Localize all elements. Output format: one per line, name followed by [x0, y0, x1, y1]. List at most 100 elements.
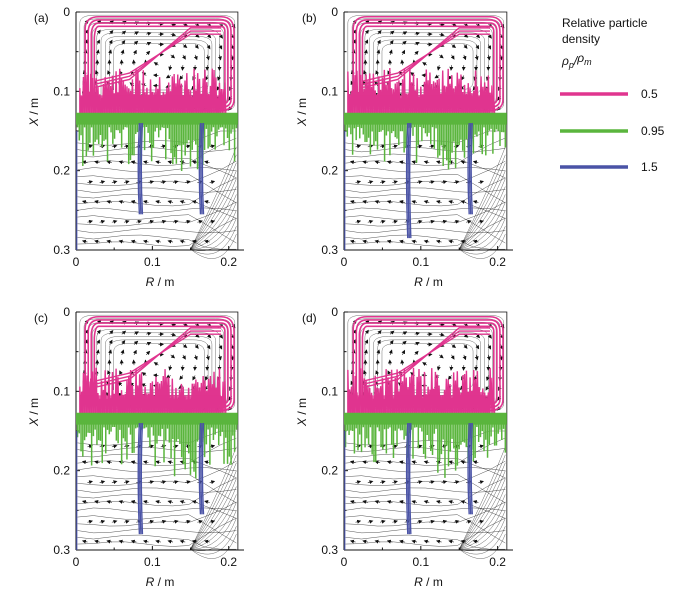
velocity-arrow — [441, 219, 448, 224]
streamline — [77, 474, 237, 503]
particle-band-0.5 — [347, 95, 490, 116]
panel-1: (a) 00.10.20.30 0.1 0.2R / mX / m — [27, 5, 244, 289]
velocity-arrow — [148, 519, 155, 524]
velocity-arrow — [367, 519, 374, 524]
legend-ratio-part: / — [573, 54, 579, 68]
velocity-arrow — [185, 219, 191, 224]
particle-track-1.5 — [200, 123, 203, 215]
particle-track-0.5 — [363, 333, 490, 382]
y-tick-label: 0.1 — [321, 384, 338, 398]
streamline — [109, 339, 209, 393]
velocity-arrow — [204, 539, 210, 544]
y-tick-label: 0 — [63, 5, 70, 19]
velocity-arrow — [191, 239, 198, 244]
velocity-arrow — [217, 54, 222, 61]
y-tick-label: 0.3 — [321, 543, 338, 557]
velocity-arrow — [399, 160, 405, 165]
velocity-arrow — [142, 460, 149, 465]
velocity-arrow — [435, 239, 442, 244]
velocity-arrow — [197, 219, 203, 224]
y-tick-label: 0 — [331, 5, 338, 19]
y-tick-label: 0.1 — [321, 84, 338, 98]
y-tick-label: 0 — [331, 305, 338, 319]
velocity-arrow — [130, 239, 137, 244]
velocity-arrow — [109, 29, 114, 35]
particles-1.5 — [76, 123, 205, 250]
velocity-arrow — [485, 375, 490, 381]
velocity-arrow — [148, 144, 155, 149]
particle-track-1.5 — [407, 123, 410, 239]
streamline — [459, 202, 506, 250]
velocity-arrow — [478, 219, 485, 224]
velocity-arrow — [402, 40, 407, 45]
particle-track-0.5 — [84, 15, 235, 112]
velocity-arrow — [170, 332, 177, 337]
velocity-arrow — [107, 370, 111, 376]
velocity-arrow — [423, 239, 430, 244]
velocity-arrow — [439, 54, 444, 59]
velocity-arrow — [374, 500, 381, 504]
x-axis-unit: / m — [154, 275, 174, 289]
velocity-arrow — [460, 539, 467, 544]
streamline — [345, 153, 506, 179]
velocity-arrow — [106, 239, 112, 244]
velocity-arrow — [349, 460, 356, 465]
velocity-arrow — [118, 381, 123, 386]
velocity-arrow — [194, 344, 199, 349]
particles-0.5 — [347, 15, 504, 116]
velocity-arrow — [367, 219, 374, 224]
velocity-arrow — [389, 30, 395, 35]
particles-0.95 — [76, 112, 238, 171]
velocity-arrow — [179, 200, 186, 204]
velocity-arrow — [441, 519, 448, 524]
velocity-arrow — [94, 239, 100, 244]
velocity-arrow — [81, 460, 88, 465]
velocity-arrow — [364, 329, 369, 335]
velocity-arrow — [155, 200, 161, 204]
velocity-arrow — [141, 383, 147, 388]
particle-track-0.95 — [76, 423, 238, 479]
velocity-arrow — [349, 160, 356, 165]
velocity-arrow — [170, 322, 177, 327]
velocity-arrow — [153, 362, 159, 366]
velocity-arrow — [81, 239, 88, 244]
streamline — [77, 514, 237, 544]
velocity-arrow — [94, 200, 100, 204]
velocity-arrow — [121, 330, 127, 335]
velocity-arrow — [172, 519, 179, 524]
velocity-arrow — [99, 480, 106, 485]
velocity-arrow — [472, 160, 479, 165]
streamline — [77, 487, 237, 493]
velocity-arrow — [460, 500, 467, 504]
velocity-arrow — [81, 500, 88, 504]
particle-track-0.5 — [94, 333, 222, 382]
velocity-arrow — [362, 539, 368, 544]
velocity-arrow — [87, 519, 94, 524]
particle-band-0.5 — [347, 395, 490, 416]
velocity-arrow — [209, 480, 216, 485]
streamline — [345, 534, 506, 550]
velocity-arrow — [447, 75, 453, 80]
velocity-arrow — [363, 49, 368, 55]
velocity-arrow — [204, 460, 210, 465]
velocity-arrow — [230, 354, 235, 361]
x-axis-var: R — [414, 575, 423, 589]
streamline — [345, 147, 506, 153]
streamline — [77, 228, 237, 234]
velocity-arrow — [411, 239, 418, 244]
velocity-arrow — [349, 239, 356, 244]
velocity-arrow — [209, 219, 216, 224]
velocity-arrow — [205, 54, 210, 61]
velocity-arrow — [362, 460, 368, 465]
velocity-arrow — [193, 54, 198, 61]
x-axis-unit: / m — [423, 275, 443, 289]
streamline — [459, 178, 506, 250]
velocity-arrow — [167, 239, 174, 244]
velocity-arrow — [349, 500, 356, 504]
particle-track-1.5 — [137, 423, 141, 535]
y-tick-label: 0.1 — [53, 84, 70, 98]
velocity-arrow — [153, 62, 159, 66]
velocity-arrow — [392, 219, 398, 224]
velocity-arrow — [474, 354, 479, 361]
